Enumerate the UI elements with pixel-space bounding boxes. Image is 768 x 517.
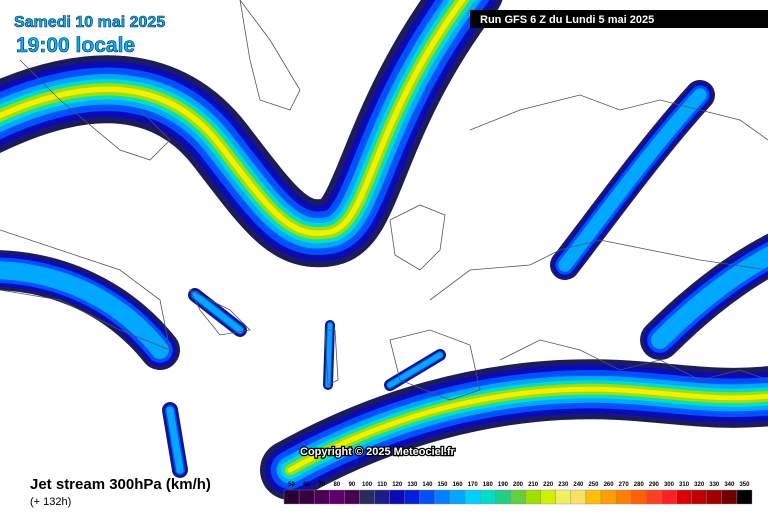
jet-band (325, 322, 333, 388)
scale-swatch (525, 489, 541, 505)
scale-swatch (449, 489, 466, 505)
scale-label: 240 (573, 482, 584, 488)
scale-label: 260 (604, 482, 615, 488)
scale-label: 350 (739, 482, 750, 488)
forecast-time: 19:00 locale (16, 34, 135, 57)
scale-swatch (676, 489, 692, 505)
coastlines (0, 0, 768, 401)
scale-label: 340 (724, 482, 735, 488)
jet-band (558, 88, 707, 272)
forecast-lead: (+ 132h) (30, 496, 71, 508)
scale-label: 80 (333, 482, 340, 488)
copyright: Copyright © 2025 Meteociel.fr (300, 446, 456, 458)
scale-swatch (344, 489, 360, 505)
scale-label: 140 (422, 482, 433, 488)
jet-band (651, 246, 768, 349)
scale-label: 280 (634, 482, 645, 488)
scale-label: 90 (349, 482, 356, 488)
scale-label: 180 (483, 482, 494, 488)
scale-label: 230 (558, 482, 569, 488)
scale-swatch (389, 489, 405, 505)
scale-swatch (736, 489, 753, 505)
scale-label: 300 (664, 482, 675, 488)
scale-swatch (631, 489, 647, 505)
run-banner (470, 10, 768, 28)
scale-swatch (495, 489, 511, 505)
scale-label: 250 (588, 482, 599, 488)
scale-label: 170 (468, 482, 479, 488)
scale-swatch (313, 489, 330, 505)
jet-band (387, 352, 443, 388)
color-scale: 50 60 70 80 90 100 110 120 130 140 150 160 170 180 190… (283, 482, 753, 505)
scale-label: 160 (453, 482, 464, 488)
jet-band (287, 386, 768, 473)
legend-title: Jet stream 300hPa (km/h) (30, 476, 211, 493)
scale-swatch (615, 489, 632, 505)
scale-label: 210 (528, 482, 539, 488)
scale-swatch (585, 489, 602, 505)
scale-label: 200 (513, 482, 524, 488)
scale-label: 150 (438, 482, 449, 488)
scale-swatch (329, 489, 345, 505)
scale-label: 220 (543, 482, 554, 488)
scale-label: 100 (362, 482, 373, 488)
scale-swatch (298, 489, 315, 505)
scale-swatch (359, 489, 375, 505)
scale-swatch (721, 489, 738, 505)
jet-band (166, 406, 184, 474)
scale-swatch (706, 489, 723, 505)
scale-swatch (480, 489, 496, 505)
scale-swatch (283, 489, 300, 505)
scale-swatch (555, 489, 572, 505)
scale-label: 120 (392, 482, 403, 488)
scale-label: 190 (498, 482, 509, 488)
jet-band (191, 291, 244, 334)
scale-label: 330 (709, 482, 720, 488)
scale-label: 290 (649, 482, 660, 488)
scale-swatch (570, 489, 587, 505)
scale-label: 320 (694, 482, 705, 488)
jet-band (0, 261, 169, 359)
scale-swatch (661, 489, 677, 505)
scale-swatch (419, 489, 436, 505)
scale-label: 110 (377, 482, 387, 488)
scale-label: 270 (619, 482, 630, 488)
scale-label: 60 (303, 482, 310, 488)
scale-swatch (646, 489, 662, 505)
scale-swatch (691, 489, 707, 505)
scale-swatch (434, 489, 451, 505)
forecast-date: Samedi 10 mai 2025 (14, 14, 165, 31)
scale-swatch (510, 489, 526, 505)
jet-band (0, 0, 467, 236)
scale-swatch (374, 489, 390, 505)
scale-swatch (404, 489, 421, 505)
scale-label: 70 (318, 482, 325, 488)
run-info: Run GFS 6 Z du Lundi 5 mai 2025 (480, 14, 654, 26)
scale-label: 310 (679, 482, 690, 488)
scale-swatch (600, 489, 617, 505)
scale-swatch (464, 489, 481, 505)
scale-swatch (540, 489, 556, 505)
scale-label: 130 (407, 482, 418, 488)
jet-streams (0, 0, 768, 500)
scale-label: 50 (288, 482, 295, 488)
